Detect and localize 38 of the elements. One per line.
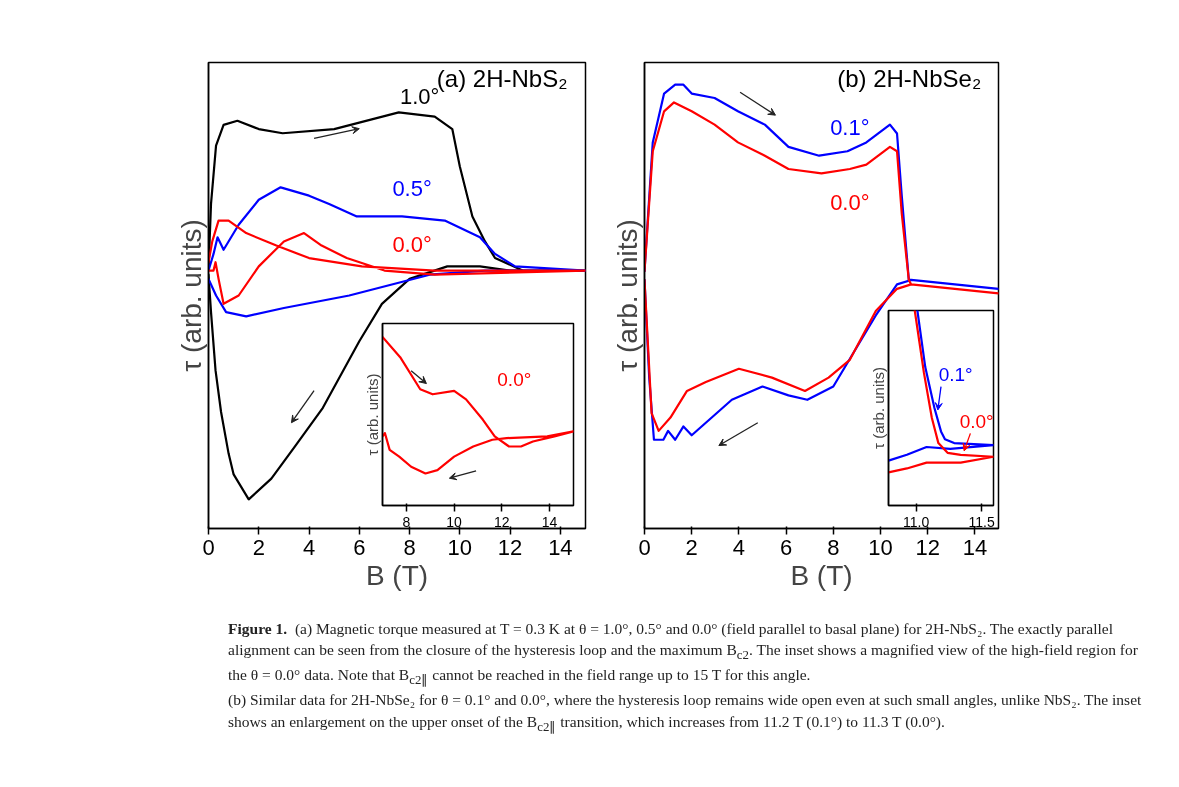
- text: (b) Similar data for 2H-NbSe₂ for θ = 0.1° and 0.0°, where the hysteresis loop remains wide open even at such small angles, unlike NbS₂. The inset shows an enlargement on the upper onset of the B$_{c2∥}$ transition, which increases from 11.2 T (0.1°) to 11.3 T (0.0°).: [228, 691, 1142, 734]
- x-tick-label: 10: [868, 534, 893, 560]
- series-label: 0.1°: [938, 364, 973, 386]
- x-tick-label: 12: [494, 513, 510, 530]
- x-tick-label: 6: [779, 534, 793, 560]
- x-axis-title: B (T): [365, 559, 429, 591]
- x-tick-label: 10: [447, 534, 473, 560]
- x-axis-title: B (T): [790, 559, 853, 591]
- x-tick-label: 2: [685, 534, 698, 560]
- y-axis-title: τ (arb. units): [363, 373, 381, 456]
- x-tick-label: 12: [915, 534, 940, 560]
- chart-title: (b) 2H-NbSe₂: [837, 64, 982, 92]
- x-tick-label: 12: [497, 534, 523, 560]
- x-tick-label: 4: [732, 534, 746, 560]
- x-tick-label: 14: [962, 534, 988, 560]
- series-label: 0.0°: [959, 411, 994, 433]
- x-tick-label: 8: [827, 534, 840, 560]
- series-label: 0.0°: [497, 369, 532, 391]
- series-label: 0.0°: [392, 231, 432, 257]
- x-tick-label: 14: [548, 534, 573, 560]
- x-tick-label: 11.5: [968, 513, 996, 530]
- x-tick-label: 2: [252, 534, 265, 560]
- x-tick-label: 8: [402, 513, 411, 530]
- x-tick-label: 6: [353, 534, 366, 560]
- x-tick-label: 10: [446, 513, 463, 530]
- y-axis-title: τ (arb. units): [611, 219, 643, 372]
- y-axis-title: τ (arb. units): [869, 367, 887, 449]
- caption: Figure 1.: [228, 620, 288, 637]
- x-tick-label: 4: [302, 534, 316, 560]
- x-tick-label: 0: [638, 534, 651, 560]
- y-axis-title: τ (arb. units): [175, 219, 207, 372]
- series-label: 0.5°: [392, 175, 432, 201]
- series-label: 0.0°: [830, 189, 870, 215]
- x-tick-label: 14: [541, 513, 558, 530]
- x-tick-label: 11.0: [902, 513, 930, 530]
- x-tick-label: 0: [202, 534, 215, 560]
- x-tick-label: 8: [403, 534, 416, 560]
- series-label: 0.1°: [830, 115, 870, 141]
